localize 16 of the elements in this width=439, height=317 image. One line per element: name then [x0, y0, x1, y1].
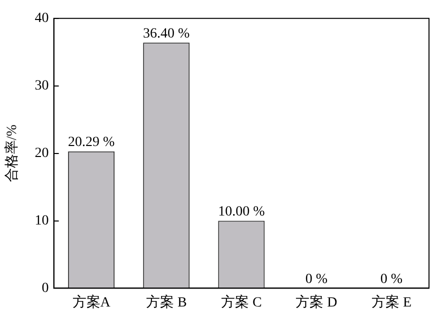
data-label: 0 % — [380, 272, 403, 287]
y-tick-label: 20 — [34, 146, 49, 161]
data-label: 0 % — [305, 272, 328, 287]
x-tick-label: 方案 C — [220, 293, 262, 310]
y-tick-label: 40 — [34, 11, 49, 26]
y-tick-label: 0 — [42, 280, 49, 296]
y-tick-label: 30 — [34, 78, 49, 94]
x-tick-label: 方案A — [72, 293, 112, 310]
data-label: 20.29 % — [68, 135, 115, 150]
y-tick-label: 10 — [34, 213, 49, 228]
x-tick-label: 方案 D — [296, 293, 338, 310]
data-label: 10.00 % — [218, 204, 266, 220]
x-tick-label: 方案 E — [371, 293, 412, 310]
y-axis-title: 合格率/% — [4, 124, 20, 182]
x-tick-label: 方案 B — [146, 293, 187, 310]
data-label: 36.40 % — [143, 26, 190, 42]
